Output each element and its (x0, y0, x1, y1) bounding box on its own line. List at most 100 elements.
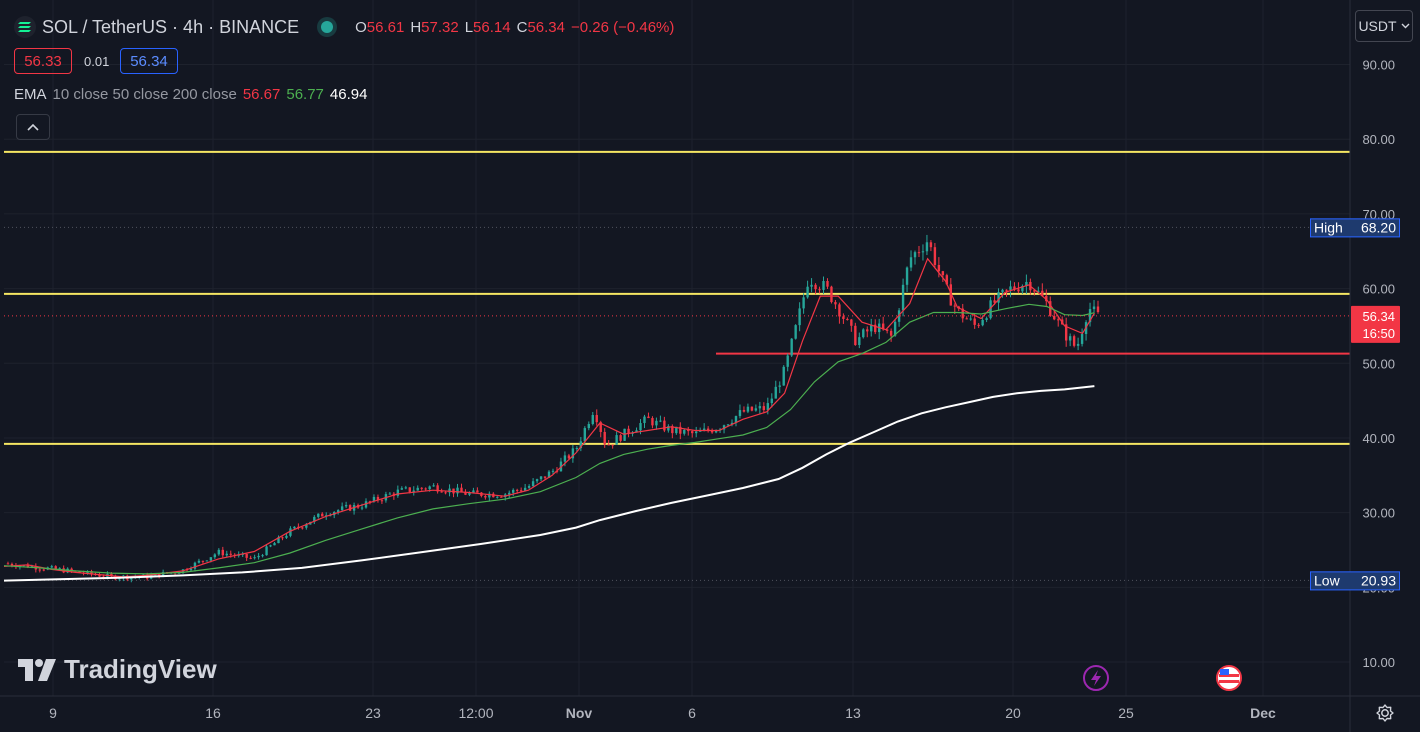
candle-body (798, 308, 801, 326)
candle-body (1080, 334, 1084, 344)
candle-body (344, 505, 348, 507)
candle-body (870, 324, 873, 332)
last-price-tag (1351, 305, 1400, 343)
ema-50-value: 56.77 (286, 86, 324, 103)
candle-body (436, 485, 439, 492)
marker-label: Low (1314, 572, 1341, 588)
ema-legend[interactable]: EMA 10 close 50 close 200 close 56.67 56… (14, 86, 367, 103)
candle-body (1096, 306, 1100, 313)
candle-body (806, 286, 809, 298)
gear-icon[interactable] (1374, 702, 1396, 724)
candle-body (834, 302, 837, 305)
candle-body (893, 321, 897, 336)
candle-body (977, 324, 980, 326)
candle-body (1001, 289, 1004, 293)
candle-body (874, 324, 877, 333)
candle-body (217, 549, 221, 555)
candle-body (591, 415, 594, 425)
candle-body (921, 251, 925, 253)
candle-body (901, 284, 905, 311)
lightning-icon[interactable] (1083, 665, 1109, 691)
us-flag-icon[interactable] (1216, 665, 1242, 691)
candle-body (683, 429, 686, 434)
candle-body (70, 568, 73, 571)
candle-body (515, 489, 519, 491)
candle-body (420, 487, 423, 489)
candle-body (1009, 286, 1012, 290)
candle-body (1053, 315, 1056, 320)
candle-body (981, 320, 984, 326)
candle-body (794, 325, 797, 339)
candle-body (1033, 290, 1036, 292)
candle-body (766, 403, 770, 411)
candle-body (885, 329, 889, 331)
candle-body (929, 242, 933, 248)
candle-body (285, 535, 288, 538)
candle-body (110, 573, 113, 576)
time-axis[interactable]: 9 16 23 12:00 Nov 6 13 20 25 Dec (49, 705, 1276, 721)
candle-body (336, 510, 340, 513)
marker-label: High (1314, 219, 1343, 235)
candle-body (1045, 295, 1048, 302)
candle-body (854, 325, 857, 346)
candle-body (500, 496, 503, 498)
candle-body (722, 425, 726, 430)
candle-body (706, 428, 710, 431)
currency-label: USDT (1358, 18, 1397, 34)
candle-body (26, 564, 30, 568)
candle-body (830, 286, 833, 303)
buy-price-button[interactable]: 56.34 (120, 48, 178, 74)
candle-body (189, 568, 193, 571)
candle-body (961, 308, 964, 319)
marker-tag (1310, 571, 1400, 591)
candle-body (810, 284, 813, 287)
candle-body (428, 486, 431, 490)
symbol-title[interactable]: SOL / TetherUS · 4h · BINANCE (42, 16, 300, 37)
price-tick-label: 40.00 (1362, 431, 1395, 446)
currency-selector[interactable]: USDT (1355, 10, 1413, 42)
candle-body (42, 569, 45, 571)
candle-body (695, 431, 698, 434)
candle-body (508, 492, 511, 495)
sell-price-button[interactable]: 56.33 (14, 48, 72, 74)
candle-body (758, 406, 762, 409)
candle-body (997, 292, 1000, 303)
candle-body (205, 560, 209, 562)
candle-body (663, 420, 666, 431)
ohlc-low-key: L (464, 18, 474, 36)
candle-body (826, 281, 829, 287)
candle-body (412, 490, 415, 492)
price-change: −0.26 (−0.46%) (570, 18, 675, 36)
candle-body (269, 545, 272, 547)
candle-body (396, 489, 400, 496)
candle-body (1037, 290, 1040, 292)
candle-body (615, 435, 618, 445)
candle-body (587, 424, 590, 429)
collapse-legend-button[interactable] (16, 114, 50, 140)
marker-tag-border (1310, 218, 1400, 238)
candle-body (945, 275, 949, 285)
candle-body (245, 553, 248, 558)
candle-body (496, 496, 499, 498)
candle-body (782, 366, 785, 386)
candle-body (575, 448, 579, 450)
candle-body (818, 289, 821, 291)
candle-body (157, 573, 161, 577)
candle-body (905, 267, 909, 285)
ema-200-value: 46.94 (329, 86, 368, 103)
candle-body (730, 422, 734, 425)
time-tick-label: Nov (566, 705, 593, 721)
ohlc-values: O56.61 H57.32 L56.14 C56.34 −0.26 (−0.46… (355, 19, 674, 36)
candle-body (651, 418, 654, 426)
spread-value: 0.01 (84, 53, 110, 69)
sol-logo-icon (14, 16, 36, 38)
candle-body (388, 493, 392, 495)
candle-body (714, 430, 718, 433)
price-axis[interactable]: 10.0020.0030.0040.0050.0060.0070.0080.00… (1362, 58, 1395, 670)
candle-body (1076, 343, 1080, 346)
candle-body (667, 426, 670, 431)
candle-body (460, 487, 463, 492)
time-tick-label: 16 (205, 705, 221, 721)
